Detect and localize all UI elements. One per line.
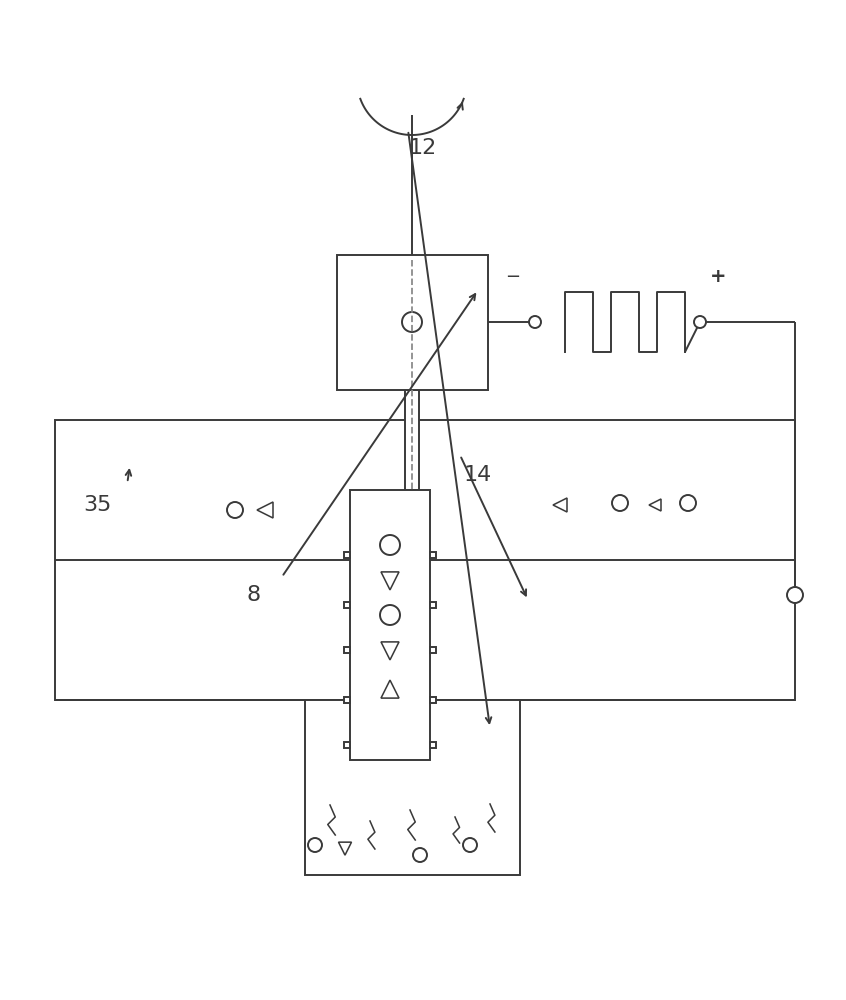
- Text: 8: 8: [247, 585, 261, 605]
- Bar: [344, 742, 350, 748]
- Bar: [55, 420, 795, 700]
- Bar: [337, 255, 488, 390]
- Text: 35: 35: [83, 495, 112, 515]
- Bar: [344, 552, 350, 558]
- Bar: [405, 390, 419, 490]
- Bar: [430, 552, 436, 558]
- Text: 14: 14: [464, 465, 492, 485]
- Bar: [344, 647, 350, 653]
- Bar: [344, 697, 350, 703]
- Text: 12: 12: [409, 138, 437, 158]
- Circle shape: [402, 312, 422, 332]
- Text: −: −: [505, 268, 520, 286]
- Circle shape: [694, 316, 706, 328]
- Bar: [430, 697, 436, 703]
- Bar: [344, 602, 350, 608]
- Bar: [305, 700, 520, 875]
- Bar: [430, 602, 436, 608]
- Bar: [430, 742, 436, 748]
- Circle shape: [529, 316, 541, 328]
- Bar: [430, 647, 436, 653]
- Text: +: +: [710, 267, 726, 286]
- Bar: [350, 490, 430, 760]
- Circle shape: [787, 587, 803, 603]
